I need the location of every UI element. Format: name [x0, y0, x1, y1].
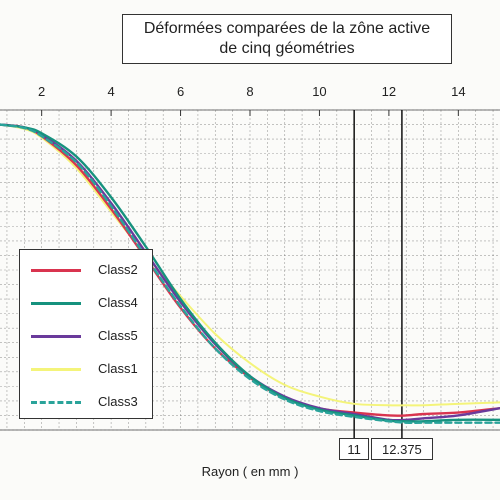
legend-label: Class3: [98, 394, 138, 409]
x-axis-label: Rayon ( en mm ): [201, 464, 299, 479]
legend-item-class5: Class5: [20, 326, 154, 346]
x-tick-label: 4: [107, 84, 114, 99]
legend-swatch: [31, 368, 81, 371]
legend-item-class4: Class4: [20, 293, 154, 313]
legend: Class2 Class4 Class5 Class1 Class3: [19, 249, 153, 419]
marker-lines: [353, 110, 403, 438]
legend-label: Class5: [98, 328, 138, 343]
series-lines: [0, 123, 500, 425]
legend-item-class1: Class1: [20, 359, 154, 379]
x-tick-label: 10: [312, 84, 326, 99]
chart-title: Déformées comparées de la zône active de…: [122, 14, 452, 64]
x-tick-label: 14: [451, 84, 465, 99]
legend-label: Class2: [98, 262, 138, 277]
legend-swatch: [31, 269, 81, 272]
chart-title-line2: de cinq géométries: [219, 40, 355, 57]
series-line-class1: [0, 123, 500, 407]
x-ticks: 2 4 6 8 10 12 14: [38, 84, 466, 116]
legend-label: Class1: [98, 361, 138, 376]
x-tick-label: 2: [38, 84, 45, 99]
legend-item-class3: Class3: [20, 392, 154, 412]
x-tick-label: 12: [382, 84, 396, 99]
legend-item-class2: Class2: [20, 260, 154, 280]
chart-title-line1: Déformées comparées de la zône active: [143, 20, 431, 37]
legend-swatch: [31, 401, 81, 404]
legend-swatch: [31, 335, 81, 338]
series-line-class3: [0, 123, 500, 425]
series-line-class4: [0, 123, 500, 423]
marker-label: 12.375: [370, 438, 433, 460]
marker-label: 11: [339, 438, 370, 460]
legend-label: Class4: [98, 295, 138, 310]
legend-swatch: [31, 302, 81, 305]
x-tick-label: 8: [246, 84, 253, 99]
x-tick-label: 6: [177, 84, 184, 99]
